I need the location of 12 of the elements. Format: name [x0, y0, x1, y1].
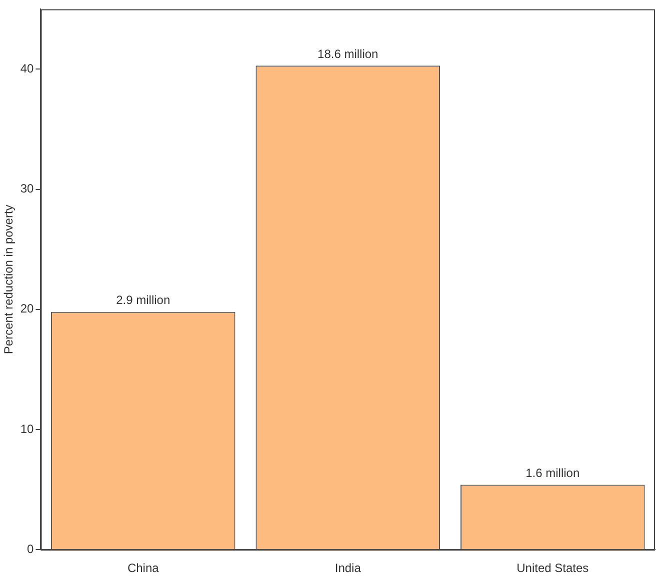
x-tick-label: China [127, 561, 160, 576]
annotation: 2.9 million [116, 293, 170, 308]
y-tick-label: 20 [20, 302, 34, 316]
y-tick-label: 30 [20, 182, 34, 196]
y-tick-label: 0 [27, 542, 34, 556]
y-tick-label: 10 [20, 422, 34, 436]
x-tick-label: India [334, 561, 362, 576]
annotation: 18.6 million [318, 46, 378, 61]
y-tick-label: 40 [20, 62, 34, 76]
annotation: 1.6 million [526, 466, 580, 480]
y-axis-title: Percent reduction in poverty [2, 204, 16, 354]
x-tick-label: United States [516, 561, 589, 576]
